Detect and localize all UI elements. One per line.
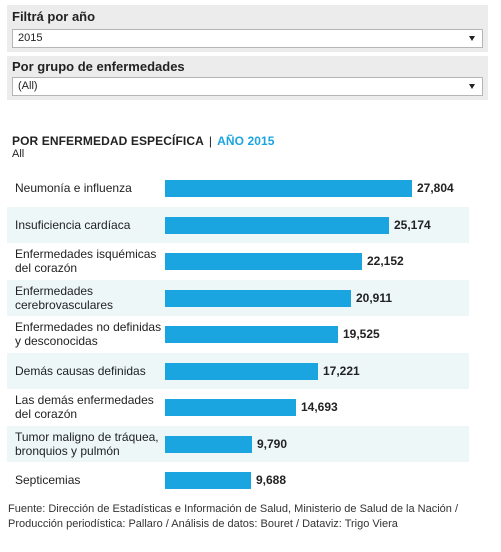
bar[interactable]: [165, 253, 362, 270]
chart-row: Demás causas definidas 17,221: [7, 352, 469, 389]
bar-value-label: 14,693: [301, 400, 338, 414]
bar[interactable]: [165, 216, 389, 234]
year-select-value: 2015: [18, 32, 43, 44]
bar[interactable]: [165, 180, 412, 197]
bar-category-label: Enfermedades isquémicas del corazón: [15, 247, 157, 275]
group-select-value: (All): [18, 80, 38, 92]
bar[interactable]: [165, 435, 252, 453]
year-select[interactable]: 2015: [12, 29, 483, 48]
bar-value-label: 22,152: [367, 254, 404, 268]
source-line-2: Producción periodística: Pallaro / Análi…: [8, 518, 398, 530]
chart-title-year: AÑO 2015: [217, 134, 275, 148]
bar-category-label: Las demás enfermedades del corazón: [15, 393, 154, 421]
chart-row: Enfermedades cerebrovasculares 20,911: [7, 279, 469, 316]
bar-value-label: 20,911: [356, 290, 393, 305]
bar-value-label: 19,525: [343, 327, 380, 341]
bar-category-label: Tumor maligno de tráquea, bronquios y pul…: [15, 429, 159, 458]
source-note: Fuente: Dirección de Estadísticas e Info…: [8, 502, 498, 532]
chart-row: Tumor maligno de tráquea, bronquios y pul…: [7, 425, 469, 462]
chart-row: Septicemias 9,688: [7, 462, 469, 499]
chart-row: Las demás enfermedades del corazón 14,693: [7, 389, 469, 426]
bar[interactable]: [165, 362, 318, 380]
bar-category-label: Neumonía e influenza: [15, 181, 132, 195]
bar-value-label: 9,790: [257, 436, 288, 451]
bar[interactable]: [165, 326, 338, 343]
bar-value-label: 17,221: [323, 363, 360, 378]
chart-row: Neumonía e influenza 27,804: [7, 170, 469, 207]
chevron-down-icon[interactable]: [469, 84, 475, 89]
chart-row: Enfermedades no definidas y desconocidas 1…: [7, 316, 469, 353]
year-filter-label: Filtrá por año: [12, 9, 96, 24]
group-filter-panel: Por grupo de enfermedades (All): [7, 56, 488, 100]
chart-title-separator: |: [208, 134, 213, 148]
chart-row: Enfermedades isquémicas del corazón 22,152: [7, 243, 469, 280]
chart-title: POR ENFERMEDAD ESPECÍFICA | AÑO 2015: [12, 134, 275, 148]
bar[interactable]: [165, 289, 351, 307]
bar-value-label: 9,688: [256, 473, 287, 487]
bar-value-label: 25,174: [394, 217, 431, 232]
group-select[interactable]: (All): [12, 77, 483, 96]
chevron-down-icon[interactable]: [469, 36, 475, 41]
bar-category-label: Enfermedades cerebrovasculares: [15, 283, 114, 312]
bar[interactable]: [165, 399, 296, 416]
bar[interactable]: [165, 472, 251, 489]
year-filter-panel: Filtrá por año 2015: [7, 5, 488, 52]
bar-value-label: 27,804: [417, 181, 454, 195]
chart-row: Insuficiencia cardíaca 25,174: [7, 206, 469, 243]
bar-category-label: Demás causas definidas: [15, 363, 146, 378]
chart-subtitle: All: [12, 148, 25, 160]
group-filter-label: Por grupo de enfermedades: [12, 59, 185, 74]
bar-category-label: Insuficiencia cardíaca: [15, 217, 131, 232]
source-line-1: Fuente: Dirección de Estadísticas e Info…: [8, 503, 459, 515]
bar-category-label: Enfermedades no definidas y desconocidas: [15, 320, 162, 348]
chart-title-main: POR ENFERMEDAD ESPECÍFICA: [12, 134, 204, 148]
bar-category-label: Septicemias: [15, 473, 81, 487]
